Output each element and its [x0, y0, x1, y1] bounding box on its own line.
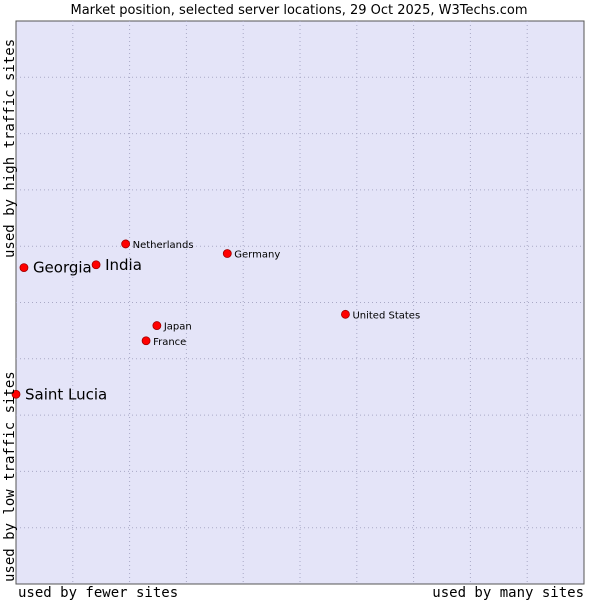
y-axis-label-low: used by low traffic sites	[2, 371, 18, 582]
point-india	[91, 260, 101, 270]
data-points: Netherlands Georgia India Germany United Sta…	[11, 239, 420, 403]
point-germany	[222, 249, 232, 258]
chart-title: Market position, selected server locatio…	[70, 3, 527, 18]
y-axis-label-high: used by high traffic sites	[2, 39, 18, 258]
point-georgia	[19, 263, 29, 272]
point-label-france: France	[153, 337, 186, 348]
point-saint-lucia	[11, 389, 21, 399]
x-axis-label-high: used by many sites	[432, 585, 584, 600]
point-japan	[152, 321, 162, 330]
grid-lines	[16, 21, 584, 584]
point-label-saint-lucia: Saint Lucia	[25, 385, 107, 403]
point-label-georgia: Georgia	[33, 259, 92, 277]
point-label-netherlands: Netherlands	[133, 240, 194, 251]
point-label-india: India	[105, 256, 142, 274]
point-label-united-states: United States	[352, 310, 420, 321]
point-netherlands	[121, 239, 131, 249]
x-axis-label-low: used by fewer sites	[18, 585, 178, 600]
point-label-germany: Germany	[234, 250, 280, 261]
point-label-japan: Japan	[163, 322, 192, 333]
point-united-states	[341, 309, 350, 319]
point-france	[141, 336, 151, 346]
